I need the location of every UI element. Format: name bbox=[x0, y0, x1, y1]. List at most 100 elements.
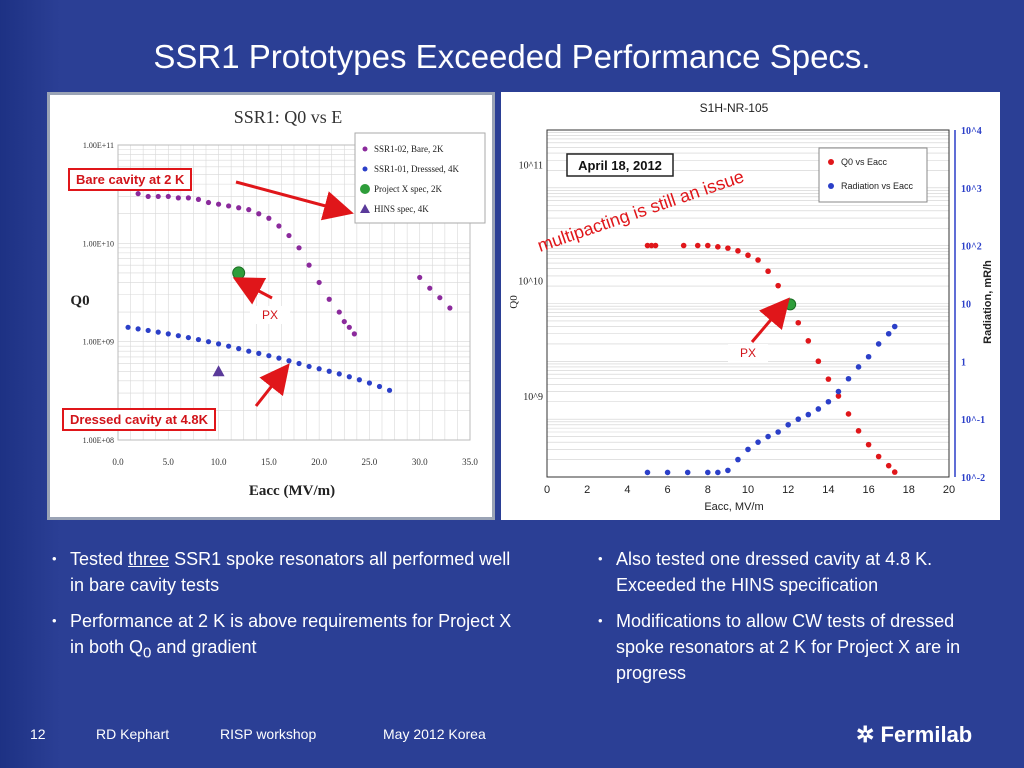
y2-tick-label: 10^-1 bbox=[961, 415, 985, 426]
y-tick-label: 1.00E+11 bbox=[83, 141, 114, 150]
data-point bbox=[785, 421, 791, 428]
x-tick-label: 20 bbox=[943, 484, 955, 496]
legend-marker bbox=[828, 183, 834, 189]
y-axis-label: Q0 bbox=[70, 293, 89, 309]
subscript: 0 bbox=[143, 644, 152, 662]
bullet-text: Performance at 2 K is above requirements… bbox=[70, 611, 512, 657]
data-point bbox=[825, 376, 832, 382]
data-point bbox=[891, 469, 898, 475]
data-point bbox=[891, 323, 898, 330]
legend-label: Radiation vs Eacc bbox=[841, 181, 914, 191]
px-label-left: PX bbox=[250, 306, 291, 324]
data-point bbox=[215, 201, 222, 207]
y-tick-label: 1.00E+08 bbox=[83, 436, 114, 445]
data-point bbox=[306, 363, 312, 370]
data-point bbox=[226, 343, 232, 349]
data-point bbox=[205, 339, 212, 345]
data-point bbox=[652, 242, 659, 249]
data-point bbox=[286, 232, 292, 239]
date-annotation: April 18, 2012 bbox=[578, 158, 662, 173]
y2-tick-label: 10^3 bbox=[961, 184, 982, 195]
date-box bbox=[566, 153, 674, 177]
x-tick-label: 5.0 bbox=[163, 457, 175, 467]
data-point bbox=[135, 326, 141, 332]
data-point bbox=[795, 416, 802, 422]
x-tick-label: 2 bbox=[584, 484, 590, 496]
legend-label: Project X spec, 2K bbox=[374, 184, 442, 194]
data-point bbox=[694, 242, 701, 249]
data-point bbox=[835, 393, 842, 399]
x-tick-label: 10 bbox=[742, 484, 754, 496]
bullet-underline: three bbox=[128, 549, 170, 569]
data-point bbox=[865, 353, 872, 360]
data-point bbox=[276, 223, 282, 229]
arrow-px-left bbox=[232, 277, 273, 305]
chart-title: SSR1: Q0 vs E bbox=[234, 107, 343, 127]
data-point bbox=[296, 360, 302, 367]
data-point bbox=[205, 199, 212, 206]
data-point bbox=[266, 215, 272, 221]
x-tick-label: 18 bbox=[903, 484, 915, 496]
legend: Q0 vs Eacc Radiation vs Eacc bbox=[818, 147, 928, 203]
x-tick-label: 30.0 bbox=[412, 457, 428, 467]
legend-box bbox=[354, 132, 486, 224]
y2-tick-label: 10^2 bbox=[961, 242, 982, 253]
bullet-item: Tested three SSR1 spoke resonators all p… bbox=[52, 546, 512, 598]
x-tick-label: 8 bbox=[705, 484, 711, 496]
x-tick-label: 0 bbox=[544, 484, 550, 496]
data-point bbox=[795, 319, 802, 326]
y2-tick-label: 10^4 bbox=[961, 126, 982, 137]
data-point bbox=[644, 242, 651, 249]
data-point bbox=[316, 366, 322, 372]
legend-marker bbox=[360, 184, 370, 194]
x-tick-label: 15.0 bbox=[261, 457, 277, 467]
data-point bbox=[417, 274, 423, 281]
data-point bbox=[427, 285, 433, 291]
fermilab-icon: ✲ bbox=[856, 722, 881, 747]
data-point bbox=[195, 196, 202, 202]
legend: SSR1-02, Bare, 2K SSR1-01, Dresssed, 4K Pr… bbox=[354, 132, 486, 224]
data-point bbox=[885, 462, 892, 469]
legend-marker bbox=[362, 166, 368, 172]
bullet-text: and gradient bbox=[151, 637, 257, 657]
footer-date: May 2012 Korea bbox=[383, 726, 486, 742]
data-point bbox=[376, 383, 383, 390]
y-tick-label: 1.00E+10 bbox=[83, 239, 114, 248]
data-point bbox=[256, 211, 262, 217]
data-point bbox=[236, 346, 242, 352]
data-point bbox=[735, 248, 741, 254]
data-point bbox=[705, 469, 711, 476]
plot-frame bbox=[546, 129, 950, 478]
data-point bbox=[145, 193, 151, 200]
data-point bbox=[845, 411, 852, 417]
data-point bbox=[805, 411, 812, 418]
left-chart-panel: 0.0 5.0 10.0 15.0 20.0 25.0 30.0 35.0 1.00E+08 1.… bbox=[47, 92, 495, 520]
data-point bbox=[775, 429, 781, 435]
right-bullets: Also tested one dressed cavity at 4.8 K.… bbox=[598, 546, 998, 696]
data-point bbox=[745, 446, 751, 453]
data-point bbox=[351, 331, 357, 337]
data-point bbox=[175, 195, 181, 201]
data-point bbox=[725, 467, 731, 474]
data-point bbox=[845, 375, 852, 382]
x-tick-label: 35.0 bbox=[462, 457, 478, 467]
legend-box bbox=[818, 147, 928, 203]
data-point bbox=[266, 353, 272, 359]
y-tick-label: 10^10 bbox=[518, 276, 543, 287]
data-point bbox=[684, 469, 691, 476]
x-axis-label: Eacc, MV/m bbox=[704, 501, 763, 513]
data-point bbox=[648, 242, 655, 249]
data-point bbox=[185, 195, 191, 201]
data-point bbox=[346, 374, 352, 380]
data-point bbox=[246, 348, 252, 354]
x-tick-label: 20.0 bbox=[311, 457, 327, 467]
data-point bbox=[735, 456, 741, 463]
data-point bbox=[885, 330, 892, 337]
data-point bbox=[875, 453, 882, 460]
x-tick-label: 12 bbox=[782, 484, 794, 496]
data-point bbox=[825, 398, 832, 405]
page-number: 12 bbox=[30, 726, 46, 742]
callout-dressed-cavity: Dressed cavity at 4.8K bbox=[62, 408, 217, 431]
data-point bbox=[125, 324, 131, 330]
legend-label: Q0 vs Eacc bbox=[841, 157, 888, 167]
